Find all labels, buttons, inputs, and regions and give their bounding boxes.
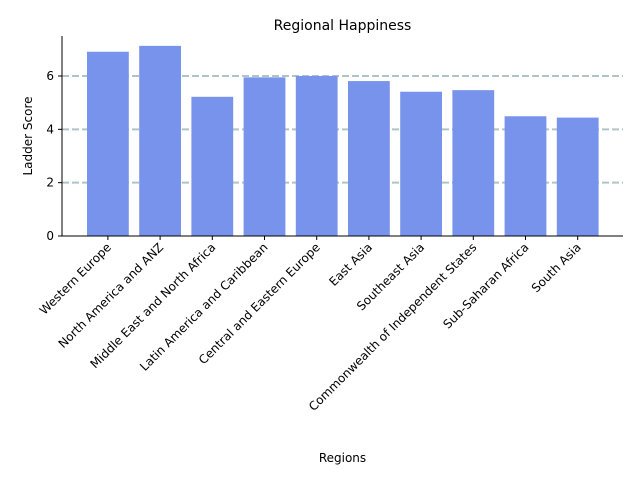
bar xyxy=(400,91,442,236)
bar xyxy=(295,76,338,236)
bar xyxy=(139,45,181,236)
bar xyxy=(191,96,234,236)
y-tick-label: 0 xyxy=(46,229,54,243)
chart-title: Regional Happiness xyxy=(274,18,412,34)
x-tick-label: Sub-Saharan Africa xyxy=(440,240,531,331)
y-axis-label: Ladder Score xyxy=(21,96,35,175)
bar xyxy=(452,90,495,236)
x-tick-label: North America and ANZ xyxy=(56,240,167,351)
x-axis-label: Regions xyxy=(319,451,366,465)
y-tick-label: 6 xyxy=(46,69,54,83)
y-tick-label: 2 xyxy=(46,176,54,190)
y-tick-labels: 0 2 4 6 xyxy=(46,69,62,243)
x-tick-label: East Asia xyxy=(326,240,375,289)
bar xyxy=(556,117,599,236)
bar xyxy=(504,116,547,236)
bars xyxy=(87,45,599,236)
y-tick-label: 4 xyxy=(46,122,54,136)
bar xyxy=(348,81,390,236)
bar xyxy=(243,77,286,236)
axes xyxy=(61,36,623,237)
x-tick-label: South Asia xyxy=(529,240,584,295)
bar xyxy=(87,51,129,236)
